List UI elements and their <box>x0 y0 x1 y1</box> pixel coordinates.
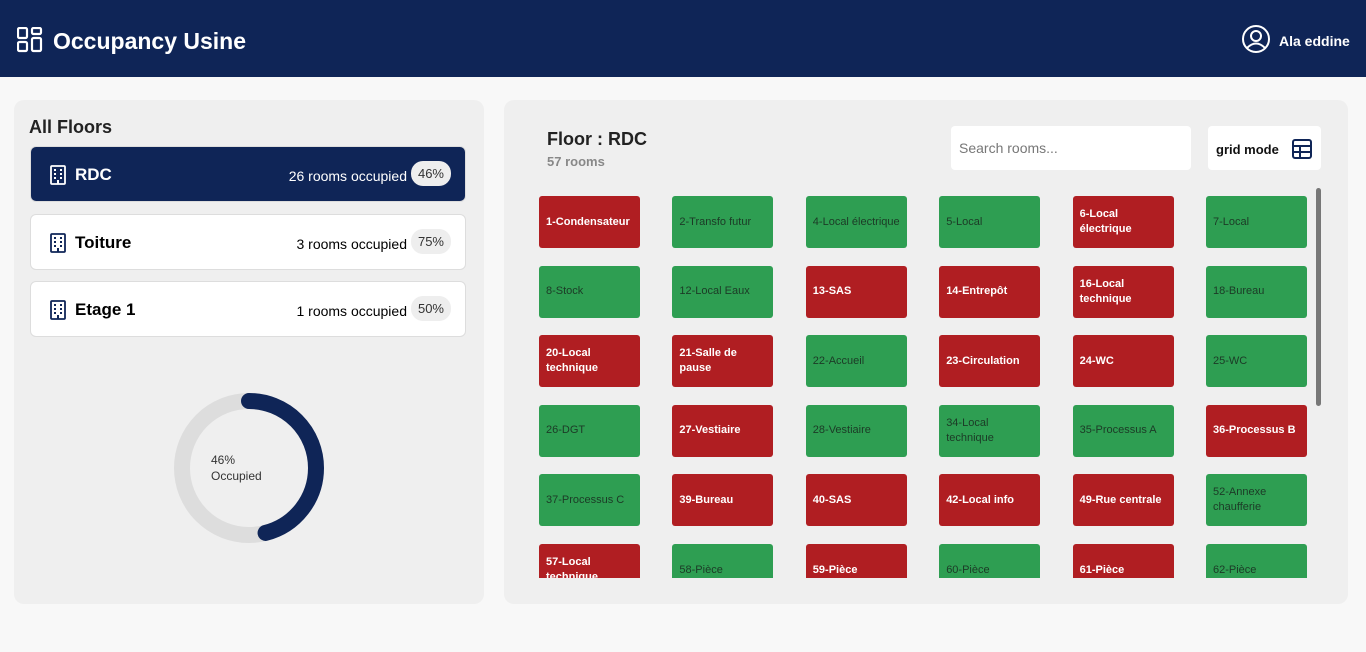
room-tile[interactable]: 1-Condensateur <box>539 196 640 248</box>
room-tile[interactable]: 61-Pièce <box>1072 544 1174 578</box>
search-input[interactable]: Search rooms... <box>951 126 1191 170</box>
floor-card[interactable]: Toiture 3 rooms occupied 75% <box>30 213 466 270</box>
room-tile[interactable]: 34-Local technique <box>939 404 1041 457</box>
room-tile[interactable]: 42-Local info <box>939 474 1041 527</box>
room-tile[interactable]: 36-Processus B <box>1206 404 1307 457</box>
room-tile[interactable]: 57-Local technique <box>539 544 640 578</box>
floor-percent: 75% <box>410 228 451 254</box>
floor-card[interactable]: RDC 26 rooms occupied 46% <box>30 146 466 202</box>
floor-occupied: 1 rooms occupied <box>296 303 407 319</box>
donut-label: 46% <box>211 453 235 467</box>
floor-name: Toiture <box>75 232 132 252</box>
room-tile[interactable]: 49-Rue centrale <box>1072 474 1174 527</box>
room-tile[interactable]: 26-DGT <box>539 404 640 457</box>
room-tile[interactable]: 13-SAS <box>805 265 907 318</box>
room-tile[interactable]: 7-Local <box>1206 196 1307 248</box>
user-name[interactable]: Ala eddine <box>1279 33 1350 49</box>
floor-name: Etage 1 <box>75 300 136 319</box>
floor-card[interactable]: Etage 1 1 rooms occupied 50% <box>30 281 466 337</box>
building-icon <box>50 232 66 253</box>
building-icon <box>50 300 66 320</box>
mode-button[interactable]: grid mode <box>1208 126 1321 170</box>
donut: 46% Occupied <box>174 393 324 543</box>
app-title: Occupancy Usine <box>53 28 247 54</box>
floor-subtitle: 57 rooms <box>547 154 605 169</box>
room-tile[interactable]: 37-Processus C <box>539 474 640 527</box>
room-tile[interactable]: 5-Local <box>939 196 1041 248</box>
room-tile[interactable]: 25-WC <box>1206 335 1307 388</box>
donut-arc <box>174 393 324 543</box>
room-tile[interactable]: 28-Vestiaire <box>805 404 907 457</box>
room-tile[interactable]: 40-SAS <box>805 474 907 527</box>
room-tile[interactable]: 20-Local technique <box>539 335 640 388</box>
room-tile[interactable]: 58-Pièce <box>672 544 774 578</box>
room-tile[interactable]: 6-Local électrique <box>1072 196 1174 248</box>
room-tile[interactable]: 14-Entrepôt <box>939 265 1041 318</box>
room-grid: 1-Condensateur 2-Transfo futur 4-Local éle… <box>534 188 1314 578</box>
room-tile[interactable]: 12-Local Eaux <box>672 265 774 318</box>
room-tile[interactable]: 52-Annexe chaufferie <box>1206 474 1307 527</box>
room-tile[interactable]: 59-Pièce <box>805 544 907 578</box>
floor-title: Floor : RDC <box>547 129 647 149</box>
rooms-panel: Floor : RDC 57 rooms Search rooms... gri… <box>504 100 1348 604</box>
header: Occupancy Usine Ala eddine <box>0 0 1366 77</box>
floor-name: RDC <box>75 165 112 184</box>
floors-panel: All Floors 46% Occupied RDC 26 rooms occu… <box>14 100 484 604</box>
room-tile[interactable]: 27-Vestiaire <box>672 404 774 457</box>
logo-icon <box>17 27 43 53</box>
grid-icon <box>1292 139 1312 159</box>
room-tile[interactable]: 39-Bureau <box>672 474 774 527</box>
scrollbar[interactable] <box>1316 188 1321 406</box>
mode-label: grid mode <box>1216 142 1279 157</box>
floor-percent: 46% <box>410 161 451 186</box>
donut-caption: Occupied <box>211 469 262 483</box>
room-tile[interactable]: 21-Salle de pause <box>672 335 774 388</box>
floor-occupied: 3 rooms occupied <box>296 235 407 252</box>
room-tile[interactable]: 8-Stock <box>539 265 640 318</box>
room-tile[interactable]: 60-Pièce <box>939 544 1041 578</box>
room-tile[interactable]: 35-Processus A <box>1072 404 1174 457</box>
room-tile[interactable]: 24-WC <box>1072 335 1174 388</box>
room-tile[interactable]: 2-Transfo futur <box>672 196 774 248</box>
floor-percent: 50% <box>410 296 451 321</box>
room-tile[interactable]: 4-Local électrique <box>805 196 907 248</box>
room-tile[interactable]: 62-Pièce <box>1206 544 1307 578</box>
room-tile[interactable]: 18-Bureau <box>1206 265 1307 318</box>
panel-title: All Floors <box>29 117 113 137</box>
room-tile[interactable]: 23-Circulation <box>939 335 1041 388</box>
room-tile[interactable]: 16-Local technique <box>1072 265 1174 318</box>
room-tile[interactable]: 22-Accueil <box>805 335 907 388</box>
building-icon <box>50 165 66 185</box>
floor-occupied: 26 rooms occupied <box>288 168 407 184</box>
user-icon[interactable] <box>1241 24 1271 54</box>
